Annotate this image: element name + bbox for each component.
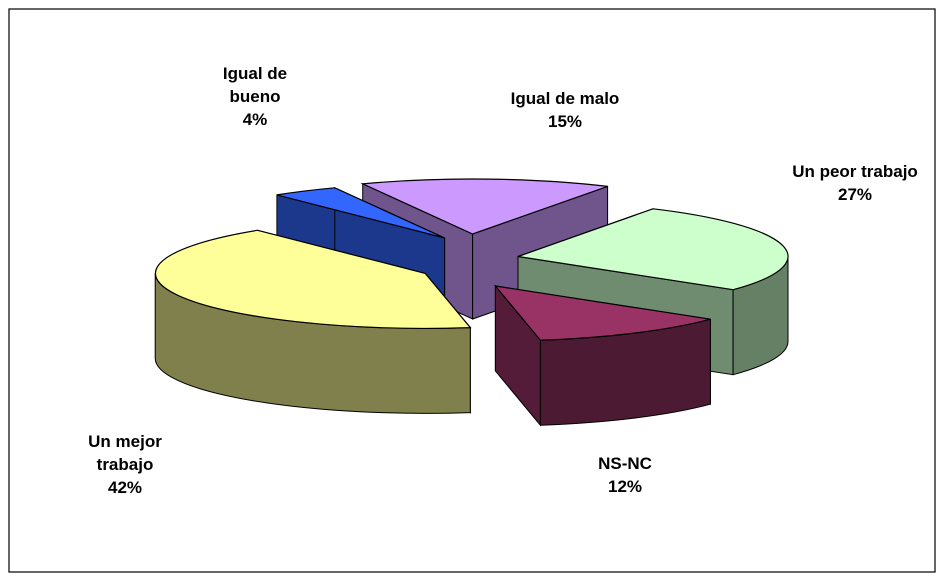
slice-label: NS-NC 12%: [550, 452, 700, 498]
value-label: 42%: [107, 478, 143, 497]
category-label: Igual de malo: [510, 89, 620, 108]
slice: [154, 229, 472, 329]
value-label: 4%: [242, 110, 268, 129]
slice: [493, 285, 711, 341]
slice-label: Igual de malo 15%: [490, 87, 640, 133]
value-label: 12%: [607, 477, 643, 496]
category-label: Igual de bueno: [222, 64, 288, 106]
category-label: Un peor trabajo: [792, 162, 918, 181]
category-label: Un mejor trabajo: [88, 432, 162, 474]
slice: [517, 208, 789, 291]
slice: [276, 187, 445, 239]
category-label: NS-NC: [598, 454, 652, 473]
slice-label: Un peor trabajo 27%: [790, 160, 920, 206]
slice: [360, 178, 608, 235]
pie: [154, 178, 789, 427]
value-label: 15%: [547, 112, 583, 131]
slice-label: Un mejor trabajo 42%: [60, 430, 190, 499]
value-label: 27%: [837, 185, 873, 204]
slice-label: Igual de bueno 4%: [200, 62, 310, 131]
